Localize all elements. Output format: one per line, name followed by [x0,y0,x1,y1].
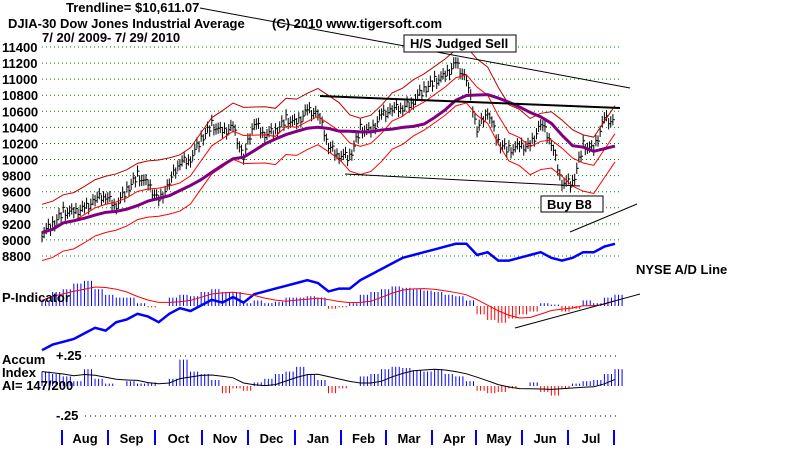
month-label: Aug [72,431,97,446]
nyse-ad-line [41,242,616,352]
lower-band [41,102,616,262]
trendline-label: Trendline= $10,611.07 [66,0,199,15]
month-label: May [486,431,512,446]
y-tick-label: 11400 [2,40,37,55]
buy-b8-box [540,195,604,213]
short-ma [41,74,616,233]
p-indicator-trendline [514,293,641,329]
month-label: Mar [397,431,420,446]
y-tick-label: 9200 [2,217,31,232]
buy-b8-label: Buy B8 [547,197,592,212]
month-label: Dec [260,431,284,446]
y-tick-label: 10200 [2,136,38,151]
ai-top-tick: +.25 [56,348,82,363]
month-label: Nov [213,431,238,446]
hs-sell-box [403,34,517,53]
y-tick-label: 8800 [2,249,31,264]
index-label: Index [2,365,37,380]
month-label: Jun [533,431,556,446]
accum-index-ma [41,368,616,390]
series-layer [41,46,623,417]
y-tick-label: 9400 [2,201,31,216]
month-label: Oct [168,431,190,446]
chart-title: DJIA-30 Dow Jones Industrial Average [8,16,245,31]
month-label: Jul [582,431,601,446]
x-axis-months: Aug Sep Oct Nov Dec Jan Feb Mar Apr May Jun Jul [61,430,615,446]
hs-sell-label: H/S Judged Sell [410,36,508,51]
y-tick-label: 11000 [2,72,37,87]
month-label: Sep [120,431,144,446]
y-tick-label: 10000 [2,153,38,168]
ad-trendline [569,203,638,233]
y-tick-label: 9000 [2,233,31,248]
accum-label: Accum [2,352,45,367]
ai-value: AI= 147/200 [2,378,73,393]
p-indicator-ma [41,286,616,319]
upper-band [41,46,616,205]
month-label: Apr [443,431,465,446]
y-tick-label: 10400 [2,120,38,135]
ai-bottom-tick: -.25 [56,408,78,423]
y-tick-label: 10600 [2,104,38,119]
ad-line-label: NYSE A/D Line [636,262,727,277]
month-label: Jan [307,431,329,446]
y-tick-label: 9600 [2,185,31,200]
y-tick-label: 10800 [2,88,38,103]
long-ma-purple [41,93,616,234]
support-line [344,173,581,187]
p-indicator-label: P-Indicator [2,290,70,305]
neckline [319,95,621,109]
copyright: (C) 2010 www.tigersoft.com [272,16,442,31]
date-range: 7/ 20/ 2009- 7/ 29/ 2010 [42,30,180,45]
y-tick-label: 11200 [2,56,37,71]
y-tick-label: 9800 [2,169,31,184]
month-label: Feb [352,431,375,446]
